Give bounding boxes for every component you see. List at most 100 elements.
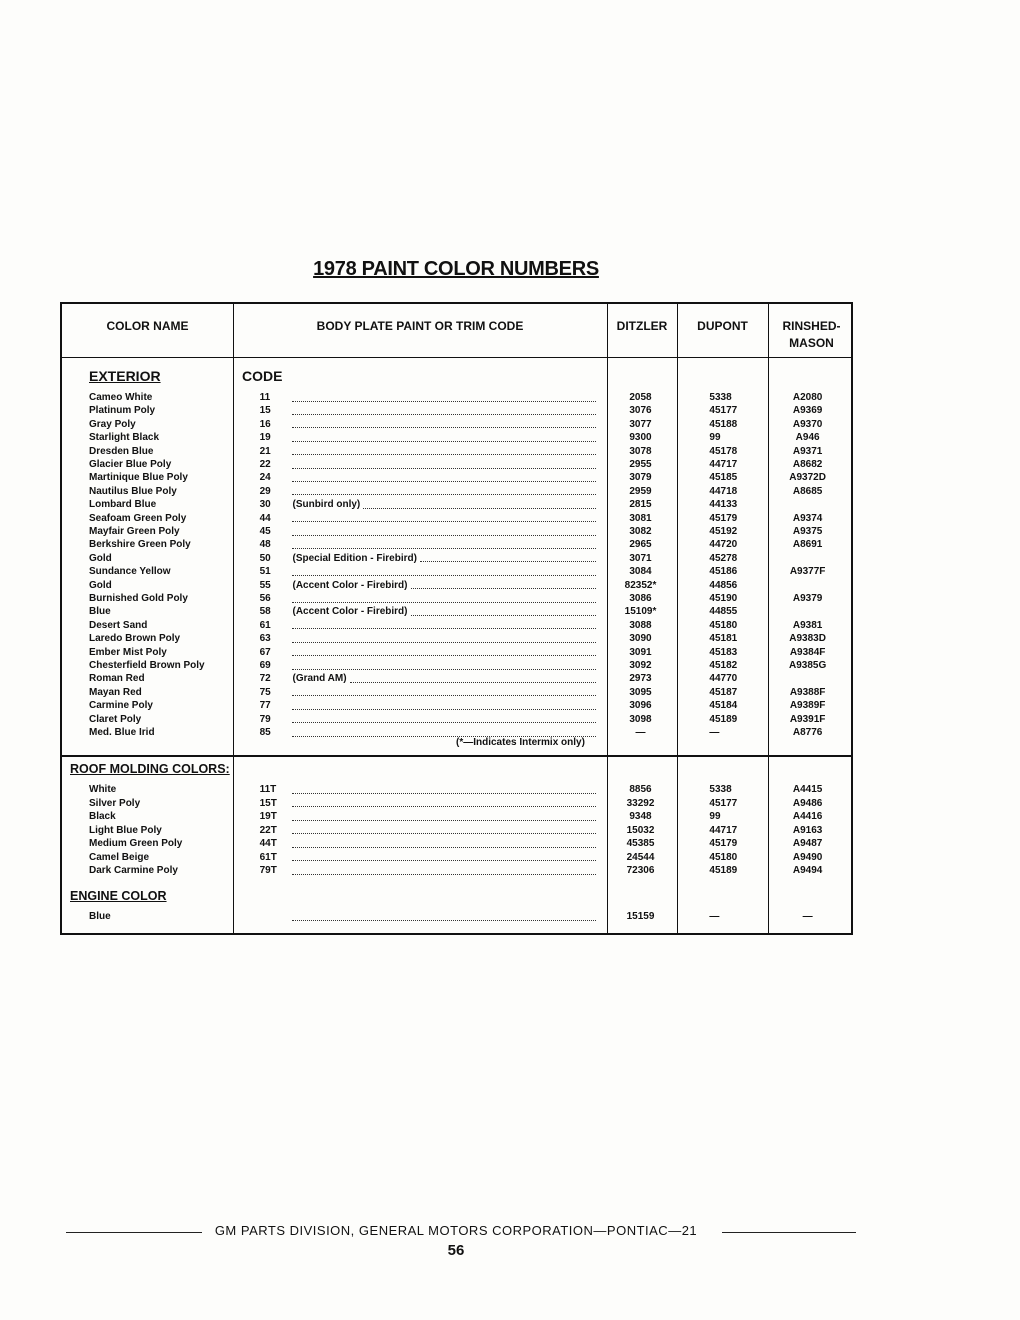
dupont-number: 99	[709, 432, 721, 444]
ditzler-number: 3071	[629, 552, 652, 564]
color-name: Glacier Blue Poly	[89, 459, 172, 470]
ditzler-number: 2959	[629, 485, 652, 497]
rinshed-mason-number: A9379	[792, 593, 823, 604]
description-text: (Accent Color - Firebird)	[292, 579, 408, 591]
dot-leader	[292, 851, 596, 861]
dot-leader	[292, 471, 596, 482]
table-row: Seafoam Green Poly 44 3081 45179 A9374	[60, 512, 849, 526]
dot-leader	[292, 538, 596, 549]
dupont-number: 45180	[709, 851, 738, 863]
ditzler-number: 3079	[629, 472, 652, 484]
table-row: Sundance Yellow 51 3084 45186 A9377F	[60, 565, 849, 579]
rinshed-mason-number: —	[802, 911, 813, 922]
ditzler-number: 3078	[629, 445, 652, 457]
ditzler-number: 9300	[629, 432, 652, 444]
code-description	[292, 485, 605, 499]
code-description	[292, 471, 605, 485]
dupont-number: 44770	[709, 673, 738, 685]
paint-code: 55	[259, 579, 271, 591]
color-name: Gold	[89, 579, 112, 591]
table-row: Chesterfield Brown Poly 69 3092 45182 A9385G	[60, 659, 849, 673]
header-divider	[62, 357, 851, 358]
code-description	[292, 619, 605, 633]
paint-code: 30	[259, 499, 271, 511]
color-name: White	[89, 784, 117, 795]
table-row: Gray Poly 16 3077 45188 A9370	[60, 418, 849, 432]
code-description	[292, 797, 605, 811]
paint-code: 22T	[259, 824, 277, 836]
code-description	[292, 418, 605, 432]
color-name: Mayan Red	[89, 686, 142, 698]
dupont-number: 45189	[709, 865, 738, 876]
color-name: Desert Sand	[89, 619, 148, 631]
rinshed-mason-number: A8776	[792, 727, 823, 738]
ditzler-number: 8856	[629, 784, 652, 795]
ditzler-number: 3095	[629, 686, 652, 698]
ditzler-number: 15032	[626, 824, 655, 836]
color-name: Gold	[89, 552, 112, 564]
table-row: Laredo Brown Poly 63 3090 45181 A9383D	[60, 632, 849, 646]
ditzler-number: 3077	[629, 418, 652, 430]
ditzler-number: 82352*	[624, 579, 657, 591]
dupont-number: —	[709, 727, 720, 738]
color-name: Med. Blue Irid	[89, 727, 155, 738]
paint-code: 19T	[259, 811, 277, 822]
dot-leader	[292, 686, 596, 697]
dot-leader	[292, 810, 596, 821]
paint-code: 63	[259, 633, 271, 645]
table-row: Mayfair Green Poly 45 3082 45192 A9375	[60, 525, 849, 539]
code-description: (Special Edition - Firebird)	[292, 552, 605, 566]
rinshed-mason-number: A9381	[792, 619, 823, 631]
table-row: Black 19T 9348 99 A4416	[60, 810, 849, 824]
table-row: Ember Mist Poly 67 3091 45183 A9384F	[60, 646, 849, 660]
color-name: Claret Poly	[89, 713, 142, 725]
paint-code: 85	[259, 727, 271, 738]
dot-leader	[419, 552, 596, 563]
rinshed-mason-number: A4416	[792, 811, 823, 822]
ditzler-number: 2815	[629, 499, 652, 511]
table-row: Glacier Blue Poly 22 2955 44717 A8682	[60, 458, 849, 472]
header-color-name: COLOR NAME	[106, 319, 189, 333]
rinshed-mason-number: A4415	[792, 784, 823, 795]
table-row: Cameo White 11 2058 5338 A2080	[60, 391, 849, 405]
ditzler-number: 2965	[629, 539, 652, 551]
page-title: 1978 PAINT COLOR NUMBERS	[313, 258, 599, 280]
ditzler-number: 3086	[629, 593, 652, 604]
dupont-number: 45179	[709, 512, 738, 524]
rinshed-mason-number	[766, 579, 849, 593]
dupont-number: 44718	[709, 485, 738, 497]
ditzler-number: 3096	[629, 700, 652, 712]
dot-leader	[349, 672, 596, 683]
code-description	[292, 445, 605, 459]
code-description	[292, 726, 605, 740]
header-rinshed-mason: RINSHED-MASON	[782, 319, 841, 350]
code-description	[292, 910, 605, 924]
dot-leader	[292, 619, 596, 630]
dot-leader	[292, 797, 596, 807]
ditzler-number: 3081	[629, 512, 652, 524]
ditzler-number: 3082	[629, 526, 652, 537]
rinshed-mason-number: A9374	[792, 512, 823, 524]
dot-leader	[292, 525, 596, 536]
color-name: Burnished Gold Poly	[89, 593, 188, 604]
code-description	[292, 565, 605, 579]
dot-leader	[292, 726, 596, 737]
paint-color-table: COLOR NAME BODY PLATE PAINT OR TRIM CODE…	[60, 302, 853, 935]
code-description: (Grand AM)	[292, 672, 605, 686]
dupont-number: 45190	[709, 593, 738, 604]
paint-code: 48	[259, 539, 271, 551]
dupont-number: 45177	[709, 797, 738, 809]
rinshed-mason-number: A9163	[792, 824, 823, 836]
code-description	[292, 699, 605, 713]
color-name: Starlight Black	[89, 432, 160, 444]
section-roof-heading: ROOF MOLDING COLORS:	[70, 762, 230, 776]
paint-code: 77	[259, 700, 271, 712]
color-name: Dark Carmine Poly	[89, 865, 178, 876]
dupont-number: 45181	[709, 633, 738, 645]
paint-code: 15T	[259, 797, 277, 809]
color-name: Chesterfield Brown Poly	[89, 660, 205, 671]
ditzler-number: 3091	[629, 646, 652, 658]
paint-code: 21	[259, 445, 271, 457]
description-text: (Accent Color - Firebird)	[292, 606, 408, 618]
column-divider	[607, 304, 608, 933]
